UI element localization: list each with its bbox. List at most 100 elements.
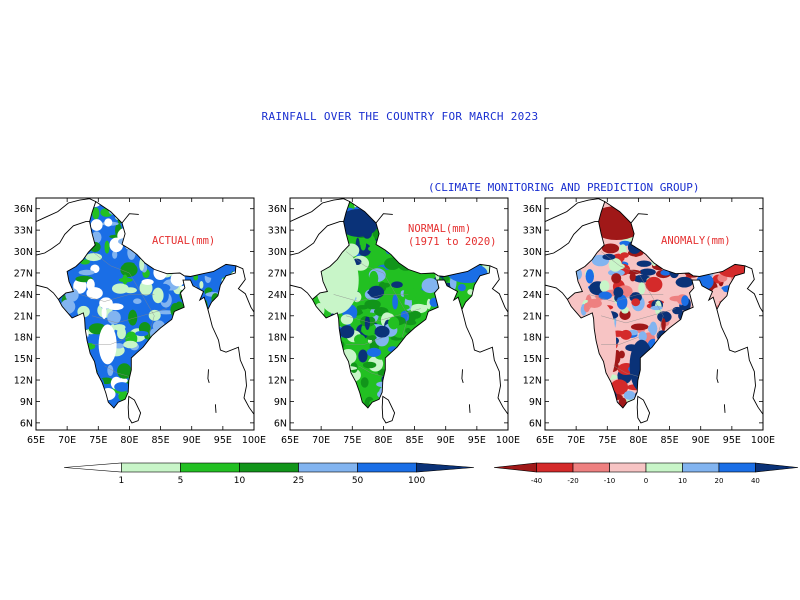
lon-tick-label: 65E [281,435,299,446]
border-line [36,221,90,256]
map-frame [35,197,255,431]
colorbar-swatch [572,462,610,473]
border-line [461,309,508,415]
field-patch [78,269,95,276]
border-line [468,404,471,413]
colorbar-swatch [645,462,683,473]
coastline-group [290,198,508,424]
lat-tick-label: 6N [274,418,287,429]
lat-tick-label: 33N [14,226,33,237]
border-line [545,198,605,223]
field-patch [107,364,114,377]
colorbar-label: -20 [567,477,578,485]
border-line [36,198,96,223]
lon-tick-label: 85E [406,435,424,446]
border-line [723,404,726,413]
field-patch [148,309,161,321]
india-outline [566,200,746,409]
field-patch [391,281,403,288]
colorbar-swatch [239,462,299,473]
field-patch [629,272,636,282]
colorbar-swatch [682,462,720,473]
field-patch [392,294,398,310]
lon-tick-label: 80E [374,435,392,446]
field-patch [388,316,400,330]
lat-tick-label: 24N [268,290,287,301]
state-line [613,365,639,377]
lon-tick-label: 80E [629,435,647,446]
normal-rainfall-map: 36N 33N 30N 27N 24N 21N 18N 15N 12N 9N 6N 65E 70E 75E… [268,197,520,446]
field-patch [645,276,663,293]
field-patch [340,314,354,325]
border-line [207,309,254,415]
field-patch [117,363,132,379]
field-patch [620,329,632,340]
colorbar-swatch [536,462,574,473]
actual-rainfall-map: 36N 33N 30N 27N 24N 21N 18N 15N 12N 9N 6N 65E 70E 75E… [14,197,266,446]
lon-tick-label: 100E [242,435,266,446]
border-line [744,265,763,313]
border-line [290,284,313,300]
lat-tick-label: 12N [523,376,542,387]
field-patch [623,390,636,400]
colorbar-swatch [298,462,358,473]
border-line [545,221,599,256]
field-patch [630,323,649,331]
lon-tick-label: 75E [598,435,616,446]
colorbar-label: 5 [178,476,184,486]
lat-tick-label: 12N [14,376,33,387]
colorbar-low-triangle [493,462,537,473]
field-patch [639,268,656,276]
lat-tick-label: 21N [14,311,33,322]
field-patch [104,218,113,227]
state-line [346,337,384,345]
field-patch [364,312,376,318]
state-line [600,251,639,274]
field-patch [360,238,367,251]
anomaly-map-label: ANOMALY(mm) [661,235,731,248]
field-patch [369,270,379,286]
lon-tick-label: 90E [692,435,710,446]
lon-tick-label: 75E [89,435,107,446]
sri-lanka-outline [636,395,651,424]
lon-tick-label: 70E [567,435,585,446]
border-line [545,284,568,300]
lat-tick-label: 30N [523,247,542,258]
border-line [290,221,344,256]
field-patch [128,309,138,326]
lat-tick-label: 36N [14,204,33,215]
normal-label-period: (1971 to 2020) [408,236,497,248]
field-patch [585,269,594,284]
field-patch [356,305,369,310]
field-patch [99,297,113,309]
field-patch [608,269,625,277]
lat-tick-label: 21N [268,311,287,322]
lon-tick-label: 75E [343,435,361,446]
field-patch [675,276,694,288]
field-patch [122,274,128,285]
field-patch [457,284,466,292]
state-line [91,251,130,274]
field-patch [598,291,612,300]
field-patch [650,305,663,311]
colorbar-label: 1 [119,476,125,486]
field-patch [117,326,126,340]
colorbar-high-triangle [755,462,799,473]
lat-tick-label: 33N [268,226,287,237]
field-patch [101,306,107,319]
field-patch [104,240,110,254]
border-line [121,213,139,224]
lat-tick-label: 15N [523,354,542,365]
state-line [346,308,421,324]
field-patch [618,350,625,359]
field-patch [364,299,381,310]
normal-map-label: NORMAL(mm) (1971 to 2020) [408,223,497,249]
field-patch [170,272,185,287]
colorbar-label: 20 [714,477,723,485]
field-patch [157,310,175,315]
field-patch [366,335,377,341]
state-line [601,308,676,324]
anomaly-colorbar-svg: -40 -20 -10 0 10 20 40 [493,462,799,485]
field-patch [672,306,683,315]
lat-tick-label: 6N [529,418,542,429]
